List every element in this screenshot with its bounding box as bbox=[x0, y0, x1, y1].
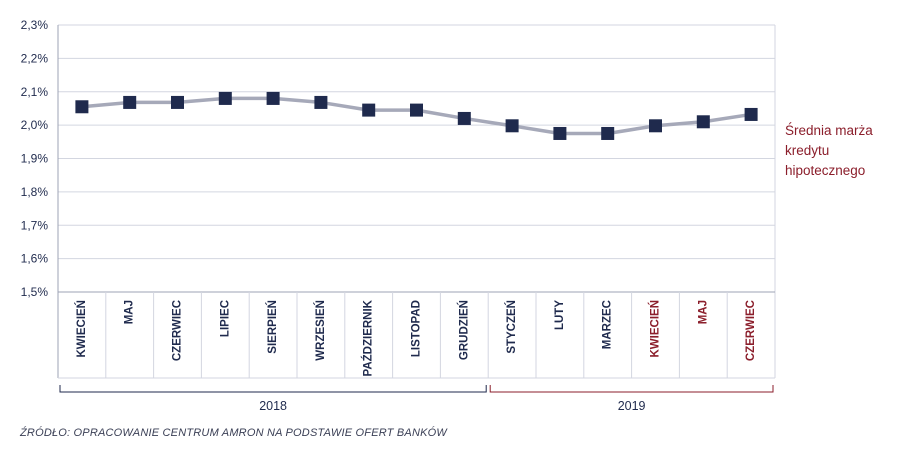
y-tick-label: 1,8% bbox=[21, 185, 49, 199]
year-group: 2019 bbox=[489, 385, 774, 413]
gridlines bbox=[57, 24, 776, 379]
x-tick-label: LUTY bbox=[554, 300, 566, 330]
data-point bbox=[123, 95, 137, 109]
x-tick-label: GRUDZIEŃ bbox=[457, 300, 470, 360]
data-point bbox=[601, 126, 615, 140]
x-tick-label: CZERWIEC bbox=[172, 300, 184, 361]
x-tick-label: MARZEC bbox=[602, 300, 614, 349]
x-tick-label: PAŹDZIERNIK bbox=[362, 299, 375, 376]
series-average-margin bbox=[75, 91, 758, 140]
data-point bbox=[266, 91, 280, 105]
data-point bbox=[410, 103, 423, 117]
source-note: ŹRÓDŁO: OPRACOWANIE CENTRUM AMRON NA POD… bbox=[20, 427, 447, 439]
y-tick-label: 1,6% bbox=[21, 252, 49, 266]
data-point bbox=[362, 103, 376, 117]
legend-label-line: kredytu bbox=[785, 143, 829, 158]
data-point bbox=[505, 119, 519, 133]
year-label: 2018 bbox=[259, 399, 287, 413]
data-point bbox=[218, 91, 232, 105]
series-legend: Średnia marża kredytu hipotecznego bbox=[785, 123, 873, 178]
y-tick-label: 1,7% bbox=[21, 218, 49, 232]
x-tick-label: LIPIEC bbox=[219, 300, 231, 337]
x-tick-label: SIERPIEŃ bbox=[266, 300, 279, 354]
x-tick-label: WRZESIEŃ bbox=[314, 300, 327, 361]
data-point bbox=[553, 126, 567, 140]
year-bracket bbox=[59, 385, 487, 393]
y-tick-label: 2,3% bbox=[21, 18, 49, 32]
x-tick-label: KWIECIEŃ bbox=[649, 300, 662, 358]
year-group: 2018 bbox=[59, 385, 487, 413]
data-point bbox=[696, 115, 710, 129]
y-tick-label: 2,0% bbox=[21, 118, 49, 132]
data-point bbox=[744, 107, 758, 121]
x-tick-label: STYCZEŃ bbox=[505, 300, 518, 354]
year-brackets: 2018 2019 bbox=[59, 385, 774, 413]
y-tick-label: 1,9% bbox=[21, 152, 49, 166]
x-tick-label: MAJ bbox=[124, 300, 136, 324]
x-tick-label: MAJ bbox=[697, 300, 709, 324]
x-tick-label: CZERWIEC bbox=[745, 300, 757, 361]
data-point bbox=[171, 95, 184, 109]
year-label: 2019 bbox=[618, 399, 646, 413]
data-point bbox=[314, 95, 328, 109]
y-tick-label: 1,5% bbox=[21, 285, 49, 299]
y-tick-label: 2,2% bbox=[21, 51, 49, 65]
y-tick-label: 2,1% bbox=[21, 85, 49, 99]
legend-label: Średnia marża kredytu hipotecznego bbox=[785, 123, 873, 178]
legend-label-line: Średnia marża bbox=[785, 123, 873, 138]
data-point bbox=[649, 119, 662, 133]
x-axis: KWIECIEŃ MAJ CZERWIEC LIPIEC SIERPIEŃ WRZESIE… bbox=[75, 299, 757, 376]
x-tick-label: LISTOPAD bbox=[411, 300, 423, 357]
y-axis: 1,5% 1,6% 1,7% 1,8% 1,9% 2,0% 2,1% 2,2% 2,3% bbox=[21, 18, 49, 299]
data-point bbox=[457, 111, 471, 125]
data-point bbox=[75, 100, 89, 114]
legend-label-line: hipotecznego bbox=[785, 163, 865, 178]
year-bracket bbox=[489, 385, 774, 393]
x-tick-label: KWIECIEŃ bbox=[75, 300, 88, 358]
